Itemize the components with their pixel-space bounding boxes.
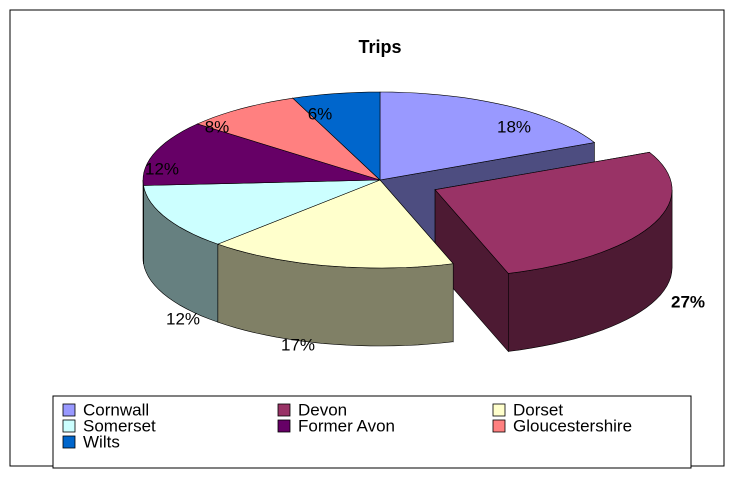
data-label: 12% [166,309,200,328]
slice [434,151,673,274]
chart-title: Trips [358,37,401,57]
legend-label: Cornwall [83,400,149,419]
slice [143,179,381,245]
legend-swatch [62,419,76,433]
data-label: 8% [205,117,230,136]
legend-label: Wilts [83,432,120,451]
data-label: 17% [281,335,315,354]
legend-label: Somerset [83,416,156,435]
slice [216,179,454,269]
legend-swatch [277,403,291,417]
slice-side [142,179,144,264]
legend-swatch [492,419,506,433]
legend-swatch [492,403,506,417]
legend-label: Devon [298,400,347,419]
legend-box [52,395,692,469]
slice [142,123,381,186]
legend-swatch [277,419,291,433]
legend-label: Former Avon [298,416,395,435]
data-label: 6% [308,104,333,123]
slice [292,91,381,181]
legend-label: Dorset [513,400,563,419]
data-label: 18% [497,117,531,136]
legend-swatch [62,403,76,417]
data-label: 12% [145,159,179,178]
legend-swatch [62,435,76,449]
slice [196,97,381,181]
slice [379,91,596,181]
legend-label: Gloucestershire [513,416,632,435]
data-label: 27% [671,292,705,311]
